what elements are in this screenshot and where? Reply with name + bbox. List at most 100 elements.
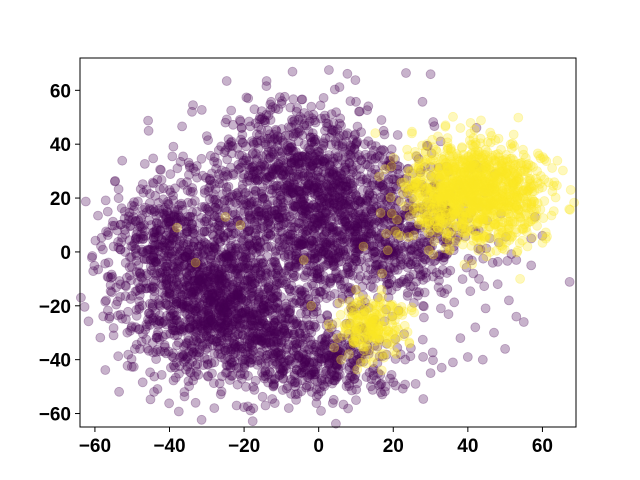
- scatter-point-series-0: [151, 354, 162, 365]
- scatter-point-series-0: [265, 367, 276, 378]
- scatter-point-series-0: [277, 319, 287, 330]
- scatter-point-series-0: [311, 398, 322, 409]
- scatter-point-series-0: [243, 370, 253, 381]
- scatter-point-series-0: [199, 226, 210, 237]
- scatter-point-series-0: [270, 347, 281, 358]
- scatter-point-series-0: [270, 205, 281, 216]
- scatter-point-series-0: [197, 299, 208, 310]
- scatter-point-series-0: [195, 218, 205, 229]
- scatter-point-series-0: [196, 276, 207, 287]
- scatter-point-series-0: [203, 371, 214, 382]
- scatter-point-series-0: [492, 279, 503, 290]
- scatter-point-series-0: [210, 295, 221, 306]
- scatter-point-series-0: [279, 323, 290, 334]
- scatter-point-series-0: [232, 268, 243, 279]
- scatter-point-series-0: [392, 130, 403, 140]
- scatter-point-series-0: [239, 369, 250, 380]
- scatter-point-series-0: [278, 155, 289, 166]
- scatter-point-series-0: [239, 275, 250, 286]
- scatter-point-series-0: [150, 256, 161, 267]
- scatter-point-series-0: [228, 338, 239, 349]
- scatter-point-series-0: [148, 347, 159, 358]
- scatter-point-series-0: [229, 335, 240, 346]
- scatter-point-series-0: [181, 364, 191, 375]
- scatter-point-series-0: [297, 375, 308, 386]
- scatter-point-series-0: [244, 308, 255, 319]
- scatter-point-series-0: [168, 294, 179, 305]
- scatter-point-series-0: [101, 295, 111, 306]
- scatter-point-series-0: [206, 242, 217, 253]
- scatter-point-series-0: [323, 359, 334, 370]
- scatter-point-series-0: [168, 195, 179, 206]
- scatter-point-series-0: [168, 348, 179, 359]
- scatter-point-series-0: [197, 281, 208, 292]
- scatter-point-series-0: [148, 312, 159, 323]
- scatter-point-series-0: [108, 330, 119, 341]
- scatter-point-series-0: [185, 263, 196, 274]
- scatter-point-series-0: [226, 251, 237, 261]
- scatter-point-series-0: [376, 115, 387, 125]
- scatter-point-series-0: [300, 360, 311, 371]
- scatter-point-series-0: [155, 346, 166, 357]
- scatter-point-series-0: [270, 326, 281, 337]
- scatter-point-series-0: [283, 259, 294, 269]
- scatter-point-series-0: [436, 362, 447, 373]
- scatter-point-series-0: [225, 354, 236, 365]
- scatter-point-series-0: [165, 311, 176, 321]
- scatter-point-series-0: [321, 260, 332, 270]
- scatter-point-series-1: [448, 111, 458, 122]
- scatter-point-series-0: [237, 329, 248, 340]
- scatter-point-series-0: [243, 226, 254, 236]
- scatter-point-series-0: [227, 288, 238, 299]
- scatter-point-series-0: [179, 302, 190, 313]
- scatter-point-series-0: [212, 274, 223, 285]
- scatter-point-series-0: [309, 134, 320, 145]
- scatter-point-series-0: [226, 322, 237, 333]
- scatter-point-series-0: [220, 203, 231, 214]
- scatter-point-series-0: [117, 155, 128, 166]
- scatter-point-series-0: [219, 312, 230, 323]
- scatter-point-series-0: [275, 354, 285, 365]
- scatter-point-series-0: [425, 368, 436, 379]
- scatter-point-series-0: [215, 290, 226, 301]
- scatter-point-series-0: [400, 379, 411, 390]
- scatter-point-series-0: [217, 283, 228, 294]
- scatter-point-series-0: [194, 292, 204, 303]
- scatter-point-series-0: [165, 362, 176, 373]
- scatter-point-series-0: [246, 291, 257, 302]
- scatter-point-series-0: [237, 307, 248, 318]
- scatter-point-series-0: [280, 279, 291, 290]
- scatter-point-series-0: [275, 305, 286, 316]
- scatter-point-series-0: [206, 289, 217, 300]
- scatter-point-series-0: [203, 272, 214, 282]
- scatter-point-series-0: [181, 227, 192, 238]
- scatter-point-series-0: [320, 284, 331, 295]
- scatter-point-series-0: [351, 96, 361, 107]
- scatter-point-series-0: [455, 333, 466, 344]
- scatter-point-series-0: [232, 329, 243, 340]
- scatter-point-series-1: [429, 236, 440, 247]
- scatter-point-series-0: [222, 315, 233, 326]
- scatter-point-series-0: [224, 263, 235, 274]
- scatter-point-series-0: [175, 261, 186, 272]
- scatter-point-series-0: [231, 314, 242, 325]
- scatter-point-series-0: [402, 290, 413, 301]
- scatter-point-series-0: [89, 260, 100, 271]
- scatter-point-series-0: [260, 366, 271, 377]
- scatter-point-series-0: [208, 236, 219, 247]
- scatter-point-series-0: [245, 320, 256, 331]
- scatter-point-series-0: [321, 365, 332, 376]
- scatter-point-series-0: [247, 283, 258, 294]
- scatter-point-series-0: [326, 338, 337, 349]
- scatter-point-series-0: [198, 306, 209, 317]
- scatter-point-series-0: [300, 154, 311, 165]
- scatter-point-series-0: [110, 176, 120, 187]
- scatter-point-series-0: [235, 351, 246, 361]
- scatter-point-series-0: [164, 285, 175, 296]
- scatter-point-series-0: [503, 295, 514, 306]
- scatter-point-series-0: [319, 237, 330, 248]
- scatter-point-series-0: [145, 367, 156, 378]
- scatter-point-series-0: [178, 179, 189, 190]
- scatter-point-series-0: [210, 274, 221, 285]
- scatter-point-series-0: [310, 288, 321, 299]
